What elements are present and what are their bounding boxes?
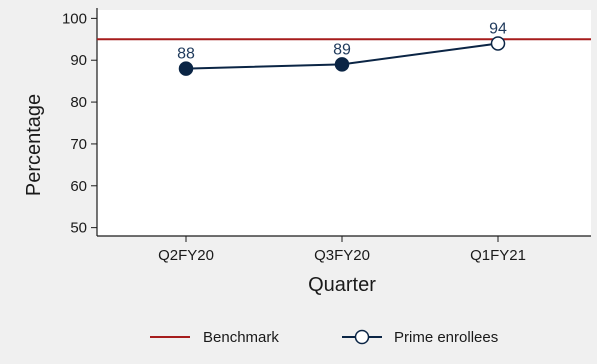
y-tick-label: 60: [70, 178, 87, 195]
legend-label-benchmark: Benchmark: [203, 329, 279, 346]
y-tick-label: 100: [62, 10, 87, 27]
data-label: 88: [177, 46, 195, 63]
y-tick-label: 70: [70, 136, 87, 153]
y-axis: 50 60 70 80 90 100: [62, 8, 98, 237]
data-label: 89: [333, 41, 351, 58]
y-tick-label: 90: [70, 52, 87, 69]
data-label: 94: [489, 20, 507, 37]
legend-swatch-prime-enrollees-marker: [354, 329, 370, 345]
y-tick-label: 50: [70, 220, 87, 237]
y-tick-label: 80: [70, 94, 87, 111]
data-point: [490, 36, 506, 51]
y-axis-title: Percentage: [23, 94, 45, 196]
legend-label-prime-enrollees: Prime enrollees: [394, 329, 498, 346]
legend: Benchmark Prime enrollees: [150, 329, 498, 346]
x-tick-label: Q2FY20: [158, 247, 214, 264]
series-prime-enrollees: [178, 36, 506, 76]
x-axis-title: Quarter: [308, 274, 376, 296]
x-tick-label: Q1FY21: [470, 247, 526, 264]
plot-area: [97, 10, 591, 236]
x-tick-label: Q3FY20: [314, 247, 370, 264]
data-labels: 88 89 94: [177, 20, 507, 62]
data-point: [178, 61, 194, 76]
x-axis: Q2FY20 Q3FY20 Q1FY21: [97, 235, 591, 264]
data-point: [334, 57, 350, 72]
